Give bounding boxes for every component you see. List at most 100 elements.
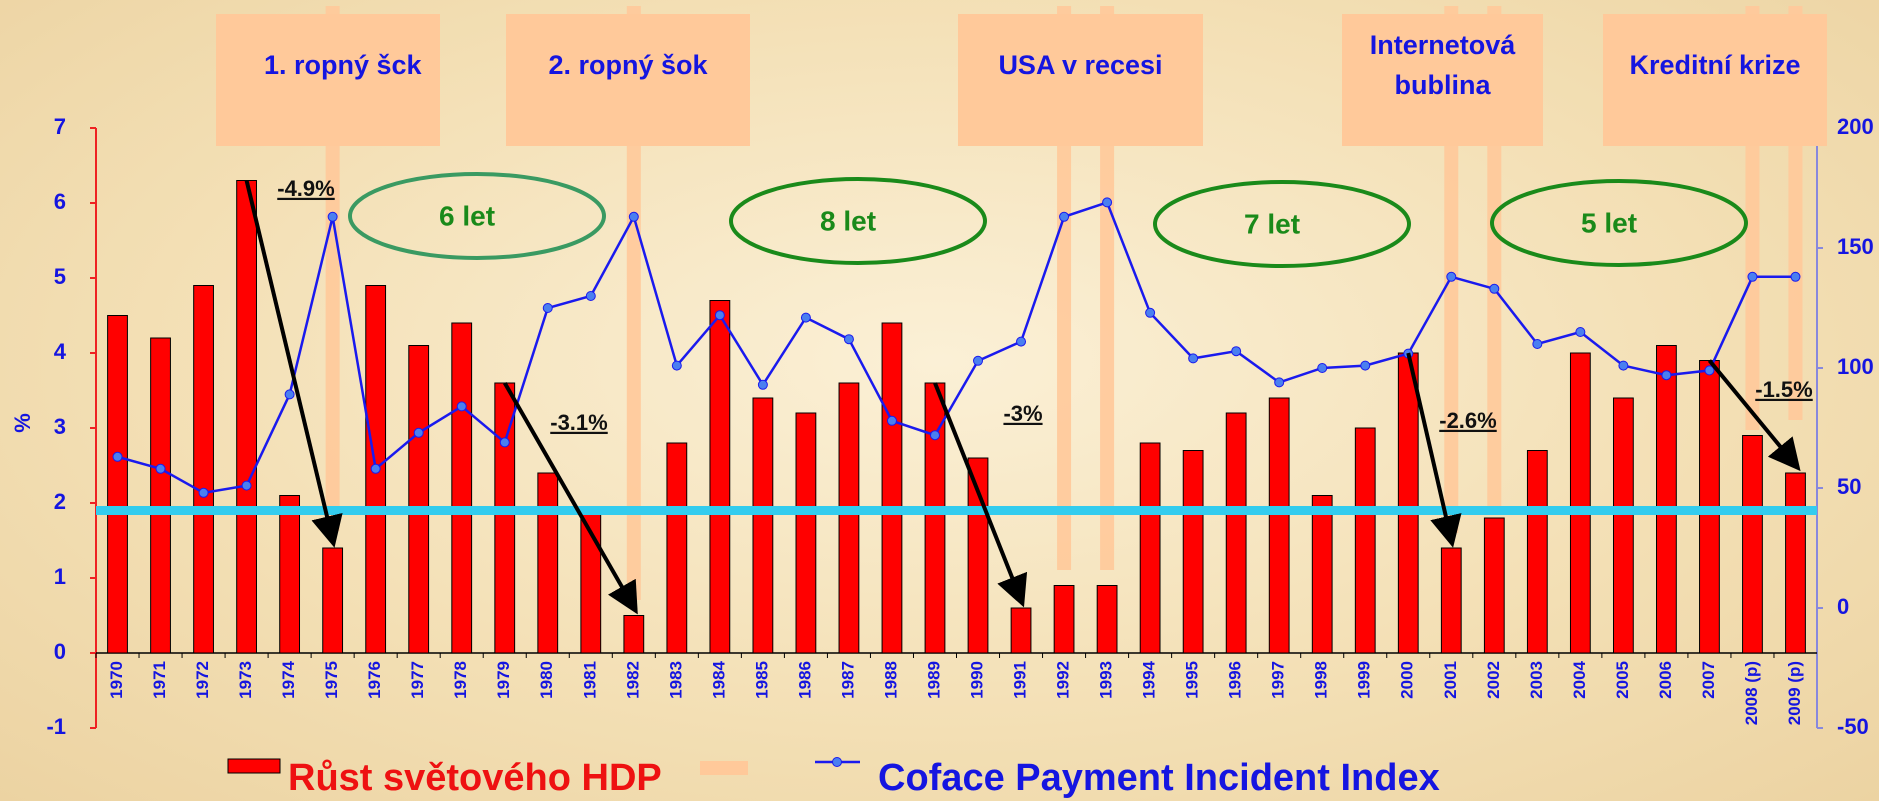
line-point [1059, 211, 1070, 222]
event-box: 1. ropný šck [216, 14, 440, 146]
line-point [1145, 307, 1156, 318]
x-tick-label: 1993 [1097, 661, 1116, 699]
bar [1612, 397, 1634, 654]
recession-stripe [1100, 6, 1115, 570]
drop-arrow [503, 382, 638, 615]
line-point [1102, 197, 1113, 208]
y2-tick-label: 100 [1837, 354, 1874, 379]
bar [881, 322, 903, 654]
bar [236, 180, 257, 654]
bar [1742, 435, 1763, 654]
x-tick-label: 1990 [967, 661, 986, 699]
x-tick-label: 2004 [1570, 660, 1589, 698]
line-point [413, 427, 424, 438]
x-tick-label: 2001 [1441, 661, 1460, 699]
bar [1225, 412, 1247, 654]
cycle-label: 7 let [1244, 208, 1300, 239]
y-axis-label: % [10, 413, 35, 433]
line-point [241, 480, 252, 491]
y-tick-label: 5 [54, 264, 66, 289]
event-box: Internetová bublina [1342, 14, 1543, 146]
y-tick-label: 0 [54, 639, 66, 664]
drop-arrow [244, 180, 343, 548]
line-point [1532, 339, 1543, 349]
bar [1785, 472, 1806, 654]
line-point [112, 451, 123, 462]
line-point [499, 437, 510, 448]
bar [1053, 585, 1075, 654]
cycle-ellipse [729, 177, 987, 265]
y-tick-label: -1 [46, 714, 66, 739]
y-tick-label: 4 [54, 339, 67, 364]
bar [1397, 352, 1419, 654]
x-tick-label: 1997 [1269, 661, 1288, 699]
line-point [1446, 271, 1457, 282]
line-point [1317, 363, 1328, 373]
line-point [973, 355, 984, 366]
x-tick-label: 2009 (p) [1785, 661, 1804, 725]
bar [322, 547, 344, 654]
line-point [1274, 377, 1285, 388]
cycle-ellipse [1490, 179, 1748, 267]
bar [1483, 517, 1505, 654]
drop-arrow [1406, 352, 1462, 548]
x-tick-label: 1996 [1226, 661, 1245, 699]
drop-arrow [933, 382, 1028, 608]
bar [537, 472, 559, 654]
x-tick-label: 1985 [752, 661, 771, 699]
bar [1311, 495, 1333, 654]
line-point [929, 430, 940, 441]
x-tick-label: 1979 [494, 661, 513, 699]
y2-tick-label: 0 [1837, 594, 1849, 619]
y-tick-label: 2 [54, 489, 66, 514]
line-point [284, 389, 295, 400]
bar [279, 495, 301, 654]
legend-swatch-bg [700, 761, 748, 775]
y2-tick-label: -50 [1837, 714, 1869, 739]
bar [150, 337, 171, 654]
x-tick-label: 1982 [623, 661, 642, 699]
bar [107, 315, 128, 654]
drop-label: -3% [1003, 401, 1042, 426]
line-point [370, 463, 381, 474]
cycle-ellipse [348, 172, 606, 260]
event-box: Kreditní krize [1603, 14, 1827, 146]
bar [666, 442, 688, 654]
cycle-label: 6 let [439, 200, 495, 231]
line-point [1661, 370, 1672, 381]
line-point [843, 334, 854, 345]
line-point [198, 487, 209, 498]
legend-label: Coface Payment Incident Index [878, 757, 1440, 799]
bar [1569, 352, 1591, 654]
y2-tick-label: 200 [1837, 114, 1874, 139]
bar [1526, 450, 1548, 654]
x-tick-label: 1984 [709, 660, 728, 698]
x-tick-label: 1980 [537, 661, 556, 699]
x-tick-label: 2003 [1527, 661, 1546, 699]
x-tick-label: 1998 [1312, 661, 1331, 699]
line-point [757, 379, 768, 390]
x-tick-label: 2002 [1484, 661, 1503, 699]
bar [1096, 585, 1118, 654]
bar [1139, 442, 1161, 654]
bar [1440, 547, 1462, 654]
x-tick-label: 2008 (p) [1742, 661, 1761, 725]
x-tick-label: 1978 [451, 661, 470, 699]
x-tick-label: 1987 [838, 661, 857, 699]
line-point [800, 312, 811, 323]
line-point [1016, 336, 1027, 347]
line-point [1747, 271, 1758, 282]
x-tick-label: 1971 [150, 661, 169, 699]
cycle-label: 5 let [1581, 207, 1637, 238]
drop-label: -4.9% [277, 176, 334, 201]
cycle-label: 8 let [820, 205, 876, 236]
line-point [1360, 360, 1371, 371]
drop-label: -2.6% [1439, 408, 1496, 433]
x-tick-label: 1988 [881, 661, 900, 699]
event-box: USA v recesi [958, 14, 1203, 146]
x-tick-label: 1972 [193, 661, 212, 699]
bar [709, 300, 731, 654]
x-tick-label: 1976 [365, 661, 384, 699]
legend-swatch [227, 758, 281, 774]
